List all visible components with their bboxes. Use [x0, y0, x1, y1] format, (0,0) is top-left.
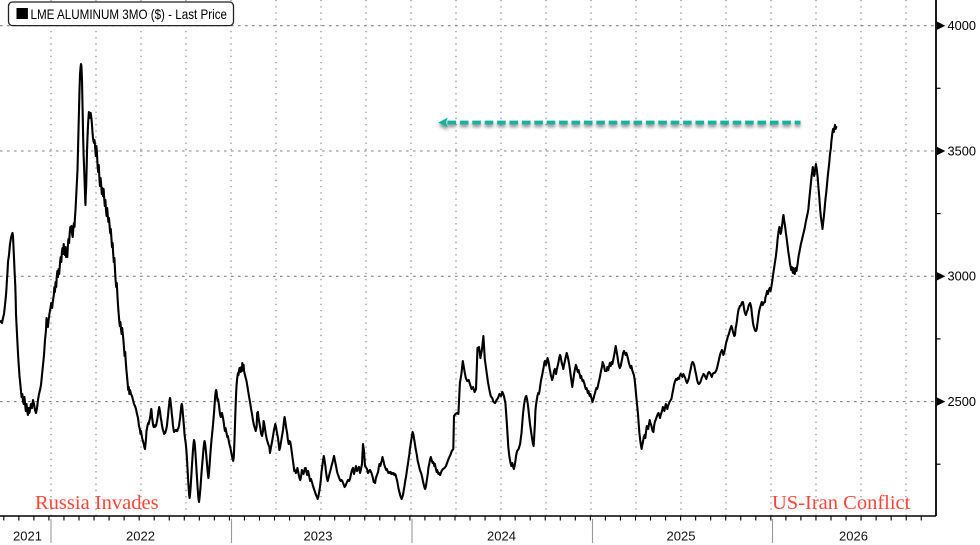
svg-text:2025: 2025	[667, 529, 696, 544]
svg-text:3000: 3000	[948, 269, 976, 284]
svg-text:LME ALUMINUM 3MO ($) - Last Pr: LME ALUMINUM 3MO ($) - Last Price	[31, 6, 228, 22]
svg-text:2026: 2026	[839, 529, 868, 544]
svg-text:2022: 2022	[126, 529, 155, 544]
svg-text:Russia Invades: Russia Invades	[35, 492, 159, 514]
svg-text:3500: 3500	[948, 143, 976, 158]
svg-text:2023: 2023	[304, 529, 333, 544]
svg-text:US-Iran Conflict: US-Iran Conflict	[772, 492, 911, 514]
svg-text:2500: 2500	[948, 394, 976, 409]
svg-text:2021: 2021	[13, 529, 42, 544]
svg-text:4000: 4000	[948, 18, 976, 33]
svg-text:2024: 2024	[487, 529, 516, 544]
